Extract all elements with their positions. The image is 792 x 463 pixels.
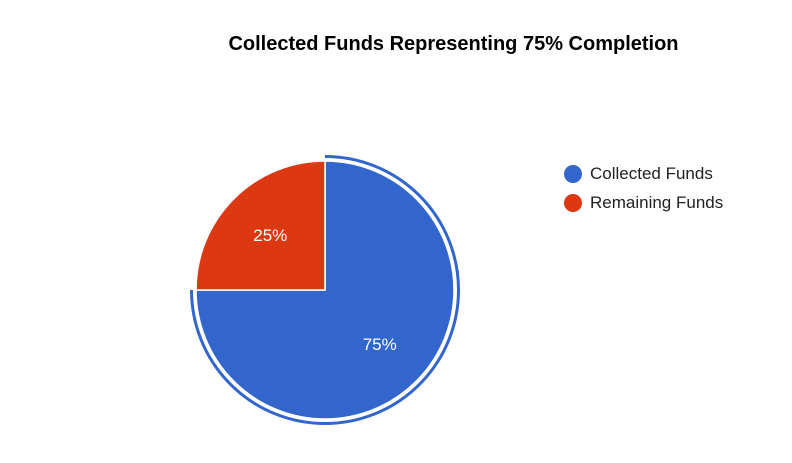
legend: Collected Funds Remaining Funds [564,159,723,217]
pie-slice-remaining-funds[interactable] [195,160,326,291]
data-label-collected-funds: 75% [363,335,397,354]
pie-slice-collected-funds[interactable] [195,160,455,420]
data-label-remaining-funds: 25% [253,226,287,245]
legend-label-collected-funds: Collected Funds [590,163,713,183]
legend-item-remaining-funds[interactable]: Remaining Funds [564,188,723,217]
legend-swatch-remaining-funds [564,193,582,212]
legend-item-collected-funds[interactable]: Collected Funds [564,159,723,188]
legend-label-remaining-funds: Remaining Funds [590,192,724,212]
pie-slice-highlight-ring-collected-funds [190,155,460,425]
chart-title: Collected Funds Representing 75% Complet… [228,33,679,55]
legend-swatch-collected-funds [564,164,582,183]
